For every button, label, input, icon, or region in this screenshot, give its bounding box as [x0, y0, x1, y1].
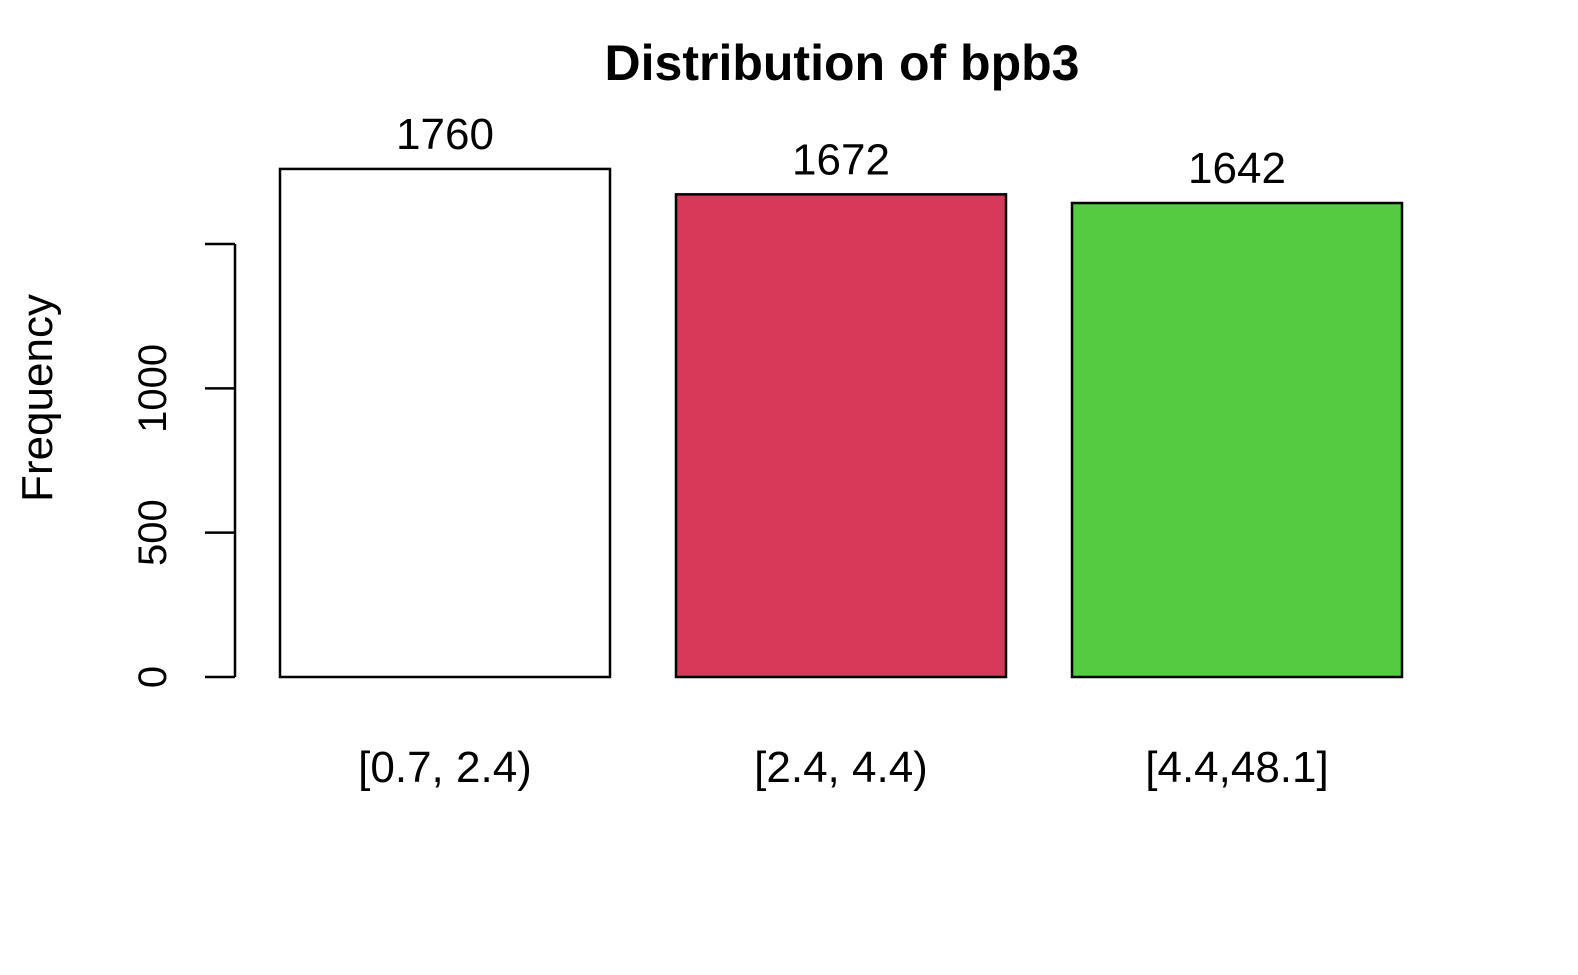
bar-value-label: 1642 [1188, 144, 1286, 193]
chart-title: Distribution of bpb3 [605, 35, 1080, 91]
y-axis-label: Frequency [13, 294, 62, 502]
y-tick-label: 1000 [131, 344, 175, 433]
bar-value-label: 1760 [396, 110, 494, 159]
bar-value-label: 1672 [792, 135, 890, 184]
x-category-labels: [0.7, 2.4) [2.4, 4.4) [4.4,48.1] [358, 743, 1329, 792]
y-axis: 0 500 1000 [131, 242, 237, 688]
x-category-label: [0.7, 2.4) [358, 743, 532, 792]
x-category-label: [4.4,48.1] [1145, 743, 1328, 792]
x-category-label: [2.4, 4.4) [754, 743, 928, 792]
bars: 1760 1672 1642 [278, 110, 1404, 679]
y-tick-label: 500 [131, 499, 175, 566]
bar [674, 193, 1008, 679]
bar [278, 167, 612, 679]
bar [1070, 201, 1404, 679]
y-tick-label: 0 [131, 666, 175, 688]
